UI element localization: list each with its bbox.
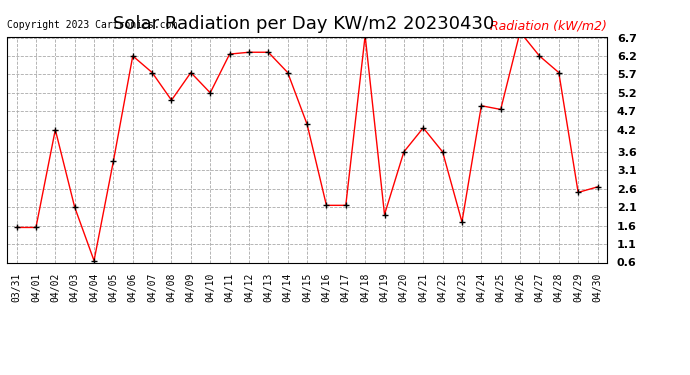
Text: Copyright 2023 Cartronics.com: Copyright 2023 Cartronics.com [7,20,177,30]
Text: Solar Radiation per Day KW/m2 20230430: Solar Radiation per Day KW/m2 20230430 [113,15,494,33]
Text: Radiation (kW/m2): Radiation (kW/m2) [491,20,607,33]
